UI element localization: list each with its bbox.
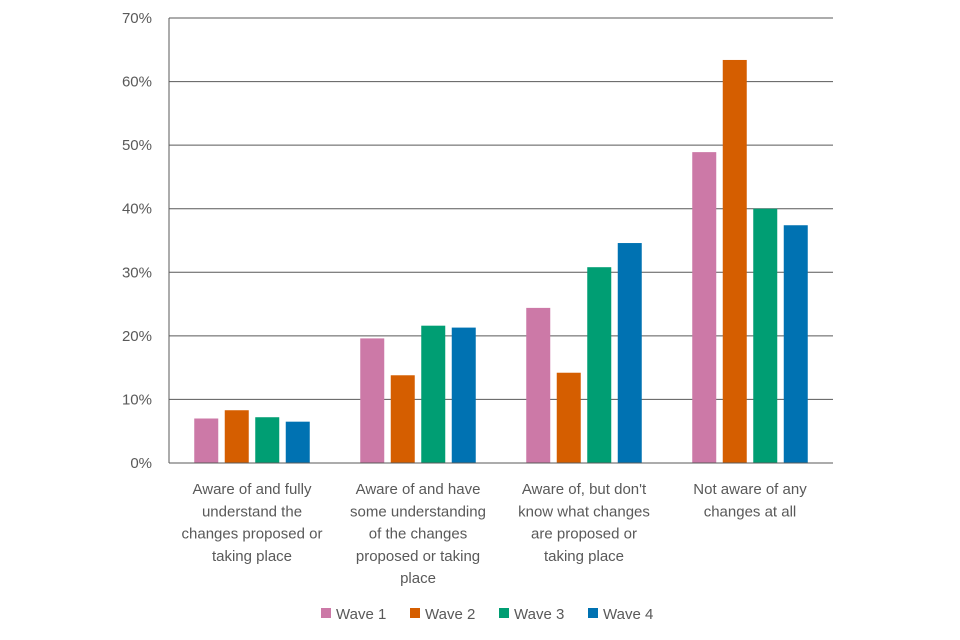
legend-swatch (588, 608, 598, 618)
x-category-label-line: Aware of, but don't (522, 481, 647, 498)
y-tick-label: 70% (122, 10, 152, 27)
bar (255, 417, 280, 463)
x-category-label-line: some understanding (350, 503, 486, 520)
legend-label: Wave 2 (425, 606, 475, 623)
x-category-label-line: place (400, 570, 436, 587)
gridlines (168, 17, 833, 463)
x-category-label-line: know what changes (518, 503, 650, 520)
x-category-label-line: Aware of and fully (193, 481, 312, 498)
x-category-label-line: Aware of and have (356, 481, 481, 498)
legend-swatch (410, 608, 420, 618)
y-tick-label: 60% (122, 74, 152, 91)
y-tick-label: 30% (122, 264, 152, 281)
y-axis-ticks: 0% 10% 20% 30% 40% 50% 60% 70% (122, 10, 152, 472)
bar (722, 59, 747, 463)
bars (194, 59, 808, 463)
bar (526, 307, 551, 463)
legend-label: Wave 1 (336, 606, 386, 623)
bar (194, 418, 219, 463)
y-tick-label: 0% (130, 455, 152, 472)
legend: Wave 1 Wave 2 Wave 3 Wave 4 (321, 606, 653, 623)
legend-swatch (321, 608, 331, 618)
legend-label: Wave 4 (603, 606, 653, 623)
x-category-label-line: are proposed or (531, 526, 637, 543)
legend-label: Wave 3 (514, 606, 564, 623)
x-category-label-line: proposed or taking (356, 548, 480, 565)
bar (617, 243, 642, 463)
x-category-label-line: taking place (544, 548, 624, 565)
bar (587, 267, 612, 463)
x-category-label-line: changes proposed or (182, 526, 323, 543)
y-tick-label: 50% (122, 137, 152, 154)
x-category-label-line: of the changes (369, 526, 467, 543)
x-axis-categories: Aware of and fully understand the changes … (182, 481, 808, 587)
x-category-label: Not aware of any changes at all (693, 481, 807, 520)
legend-swatch (499, 608, 509, 618)
x-category-label-line: taking place (212, 548, 292, 565)
bar (692, 152, 717, 463)
bar (783, 225, 808, 463)
x-category-label-line: changes at all (704, 503, 797, 520)
bar (390, 375, 415, 463)
bar (421, 325, 446, 463)
y-tick-label: 10% (122, 391, 152, 408)
x-category-label-line: understand the (202, 503, 302, 520)
bar (451, 327, 476, 463)
x-category-label: Aware of, but don't know what changes are … (518, 481, 650, 565)
x-category-label-line: Not aware of any (693, 481, 807, 498)
bar (224, 410, 249, 463)
bar (360, 338, 385, 463)
bar (285, 421, 310, 463)
x-category-label: Aware of and fully understand the changes … (182, 481, 323, 565)
bar (753, 208, 778, 463)
bar (556, 372, 581, 463)
y-tick-label: 40% (122, 201, 152, 218)
y-tick-label: 20% (122, 328, 152, 345)
x-category-label: Aware of and have some understanding of th… (350, 481, 486, 587)
